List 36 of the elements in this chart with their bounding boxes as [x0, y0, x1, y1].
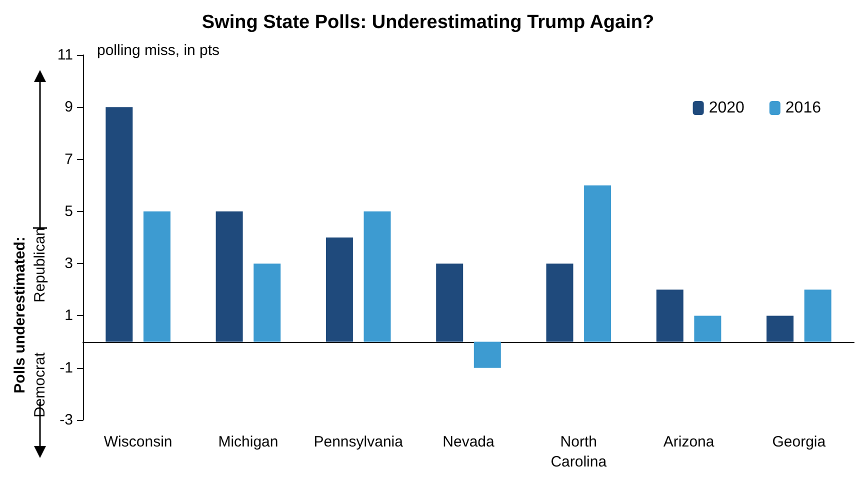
bar	[694, 316, 722, 342]
y-tick-label: 3	[64, 255, 73, 272]
bar	[584, 185, 612, 342]
x-tick-label: Nevada	[442, 434, 496, 450]
y-tick-label: -1	[60, 359, 73, 376]
text: Polls underestimated:	[12, 236, 28, 394]
x-tick-label: Wisconsin	[104, 434, 172, 450]
x-tick-label: Georgia	[772, 434, 826, 450]
y-tick-label: -3	[60, 412, 73, 428]
bar	[254, 264, 281, 342]
chart-title: Swing State Polls: Underestimating Trump Again?	[202, 12, 654, 33]
y-tick-label: 9	[64, 98, 73, 116]
text: Democrat	[32, 352, 48, 418]
bar	[656, 290, 684, 342]
x-tick-label: Arizona	[663, 434, 715, 450]
bar	[106, 107, 133, 342]
bar	[216, 211, 243, 342]
bar	[436, 264, 464, 342]
x-tick-label: Michigan	[218, 434, 278, 450]
bar	[326, 238, 353, 342]
legend-label: 2016	[785, 100, 822, 116]
y-axis-title: polling miss, in pts	[97, 42, 220, 59]
bar	[804, 290, 832, 342]
bar	[143, 211, 170, 342]
legend-label: 2020	[708, 100, 745, 116]
y-tick-label: 5	[64, 202, 73, 220]
y-tick-label: 1	[64, 307, 73, 324]
bar	[766, 316, 794, 342]
bar	[546, 264, 574, 342]
text: Republican	[32, 227, 48, 303]
x-tick-label: North Carolina	[550, 434, 608, 470]
y-tick-label: 11	[57, 46, 73, 64]
x-tick-label: Pennsylvania	[314, 434, 404, 450]
bar	[474, 342, 501, 368]
y-tick-label: 7	[64, 150, 73, 168]
bar	[364, 211, 391, 342]
